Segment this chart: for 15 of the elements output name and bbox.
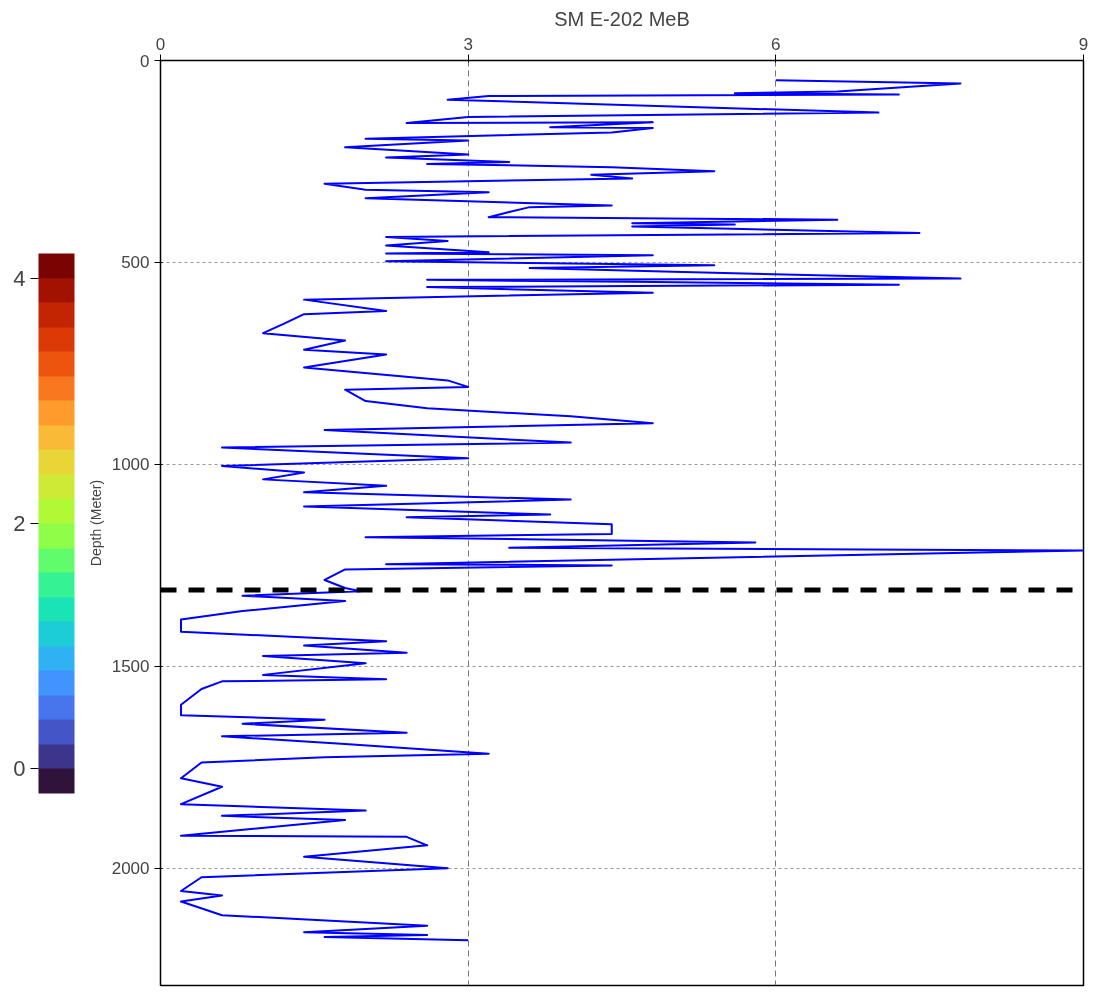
- color-bar-label: 2: [13, 511, 26, 536]
- y-tick-label: 500: [121, 253, 150, 273]
- line-series: [180, 79, 1084, 942]
- color-bar-label: 4: [13, 265, 26, 291]
- x-tick-label: 3: [463, 34, 473, 54]
- x-tick-label: 0: [155, 34, 166, 54]
- chart-title: SM E-202 MeB: [554, 7, 690, 30]
- y-tick-label: 0: [140, 51, 150, 71]
- y-axis-title: Depth (Meter): [87, 479, 104, 567]
- y-tick-label: 1500: [111, 657, 150, 677]
- y-tick-label: 2000: [111, 859, 150, 879]
- y-tick-label: 1000: [111, 455, 150, 475]
- color-bar-label: 0: [13, 756, 26, 782]
- x-tick-label: 9: [1078, 34, 1089, 54]
- x-tick-label: 6: [771, 34, 781, 54]
